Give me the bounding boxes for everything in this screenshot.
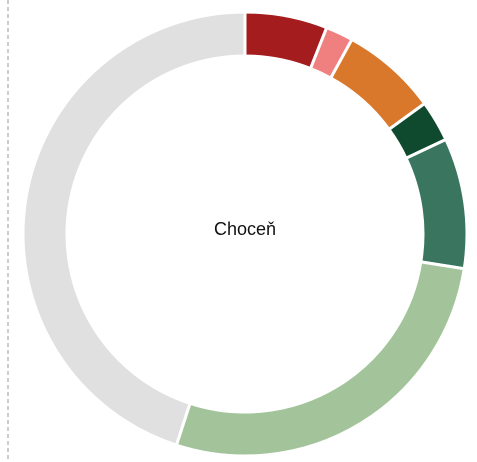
donut-segment [21, 10, 247, 448]
chart-title: Choceň [214, 219, 276, 239]
donut [21, 10, 469, 458]
donut-segment [174, 260, 466, 458]
donut-segment [404, 137, 469, 271]
